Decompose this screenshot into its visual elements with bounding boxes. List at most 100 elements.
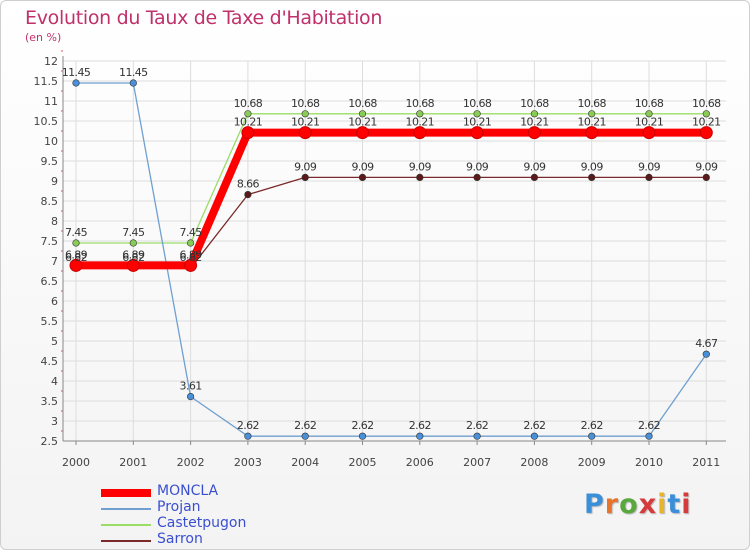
y-tick-label: 9.5 [41,155,59,168]
y-tick-label: 4 [51,375,58,388]
data-point [244,191,252,199]
data-point [645,432,653,440]
data-label: 10.68 [692,97,721,110]
data-label: 11.45 [62,66,91,79]
data-label: 6.82 [122,251,144,264]
chart-title: Evolution du Taux de Taxe d'Habitation [25,7,383,29]
data-label: 11.45 [119,66,148,79]
data-label: 6.82 [180,251,202,264]
data-point [356,126,369,140]
x-tick-label: 2000 [62,456,90,469]
series-layer [69,79,713,440]
data-point [702,350,710,358]
x-tick-label: 2008 [520,456,548,469]
data-label: 9.09 [351,160,374,173]
series-line [75,82,707,437]
data-label: 2.62 [237,419,259,432]
data-point [585,126,599,140]
x-tick-label: 2009 [578,456,606,469]
data-point [416,432,424,440]
y-tick-label: 12 [44,55,58,68]
brand-letter: t [667,489,682,520]
data-label: 2.62 [638,419,660,432]
chart-subtitle: (en %) [25,31,62,44]
data-point [702,110,710,118]
data-point [129,239,137,247]
data-label: 10.68 [635,97,664,110]
data-point [642,126,656,140]
data-label: 10.68 [291,97,320,110]
y-tick-label: 6 [51,295,58,308]
y-tick-label: 10.5 [34,115,59,128]
data-point [530,110,539,118]
data-label: 9.09 [294,160,317,173]
x-tick-label: 2003 [234,456,262,469]
data-label: 2.62 [409,419,431,432]
data-point [530,432,539,440]
data-label: 9.09 [466,160,489,173]
data-point [72,79,80,87]
data-label: 10.21 [635,116,664,129]
chart-axes: 2.5 3 3.5 4 4.5 5 5.5 6 6.5 7 7.5 8 8.5 9 9.5 10 10.5 11 1… [34,50,726,469]
data-point [241,126,255,140]
data-label: 10.68 [234,97,263,110]
data-point [413,126,427,140]
data-label: 10.21 [406,116,435,129]
brand-logo: Proxiti [584,489,692,520]
data-label: 6.89 [65,248,88,261]
data-label: 10.21 [234,116,263,129]
data-point [473,173,481,181]
data-label: 10.21 [520,116,549,129]
data-label: 7.45 [122,226,145,239]
y-tick-label: 5.5 [41,315,59,328]
data-label: 3.61 [180,380,202,393]
brand-letter: P [584,489,605,520]
series-line [75,176,707,269]
data-labels: 6.89 6.89 6.89 10.21 10.21 10.21 10.21 10.21 10.… [62,66,722,432]
data-point [69,258,83,272]
legend-swatch [101,524,151,526]
y-tick-label: 7.5 [41,235,59,248]
data-label: 10.68 [577,97,606,110]
x-tick-label: 2007 [463,456,491,469]
data-label: 9.09 [523,160,546,173]
legend-label: Projan [157,499,201,515]
data-point [126,258,140,272]
data-label: 10.21 [692,116,721,129]
brand-letter: i [681,489,692,520]
data-label: 9.09 [409,160,432,173]
y-tick-label: 2.5 [41,435,59,448]
data-point [702,173,710,181]
brand-letter: x [638,489,658,520]
data-point [72,239,80,247]
series-line [75,113,707,244]
y-tick-label: 9 [51,175,58,188]
brand-letter: o [619,489,639,520]
data-point [473,432,481,440]
data-point [416,110,424,118]
legend-label: Castetpugon [157,515,247,531]
data-label: 10.21 [463,116,492,129]
x-tick-label: 2006 [406,456,434,469]
data-label: 10.68 [520,97,549,110]
y-tick-label: 3 [51,415,58,428]
data-label: 6.82 [65,251,87,264]
data-label: 9.09 [695,160,718,173]
brand-letter: r [604,489,620,520]
data-point [187,393,195,401]
data-label: 2.62 [466,419,488,432]
data-point [187,239,195,247]
series-castetpugon [72,110,710,247]
data-label: 2.62 [523,419,545,432]
data-point [699,126,713,140]
data-point [416,173,424,181]
chart-grid [63,60,726,442]
data-point [244,110,252,118]
x-tick-label: 2002 [177,456,205,469]
data-label: 2.62 [581,419,603,432]
legend-swatch [101,540,151,542]
data-label: 8.66 [237,178,260,191]
data-label: 4.67 [695,337,718,350]
